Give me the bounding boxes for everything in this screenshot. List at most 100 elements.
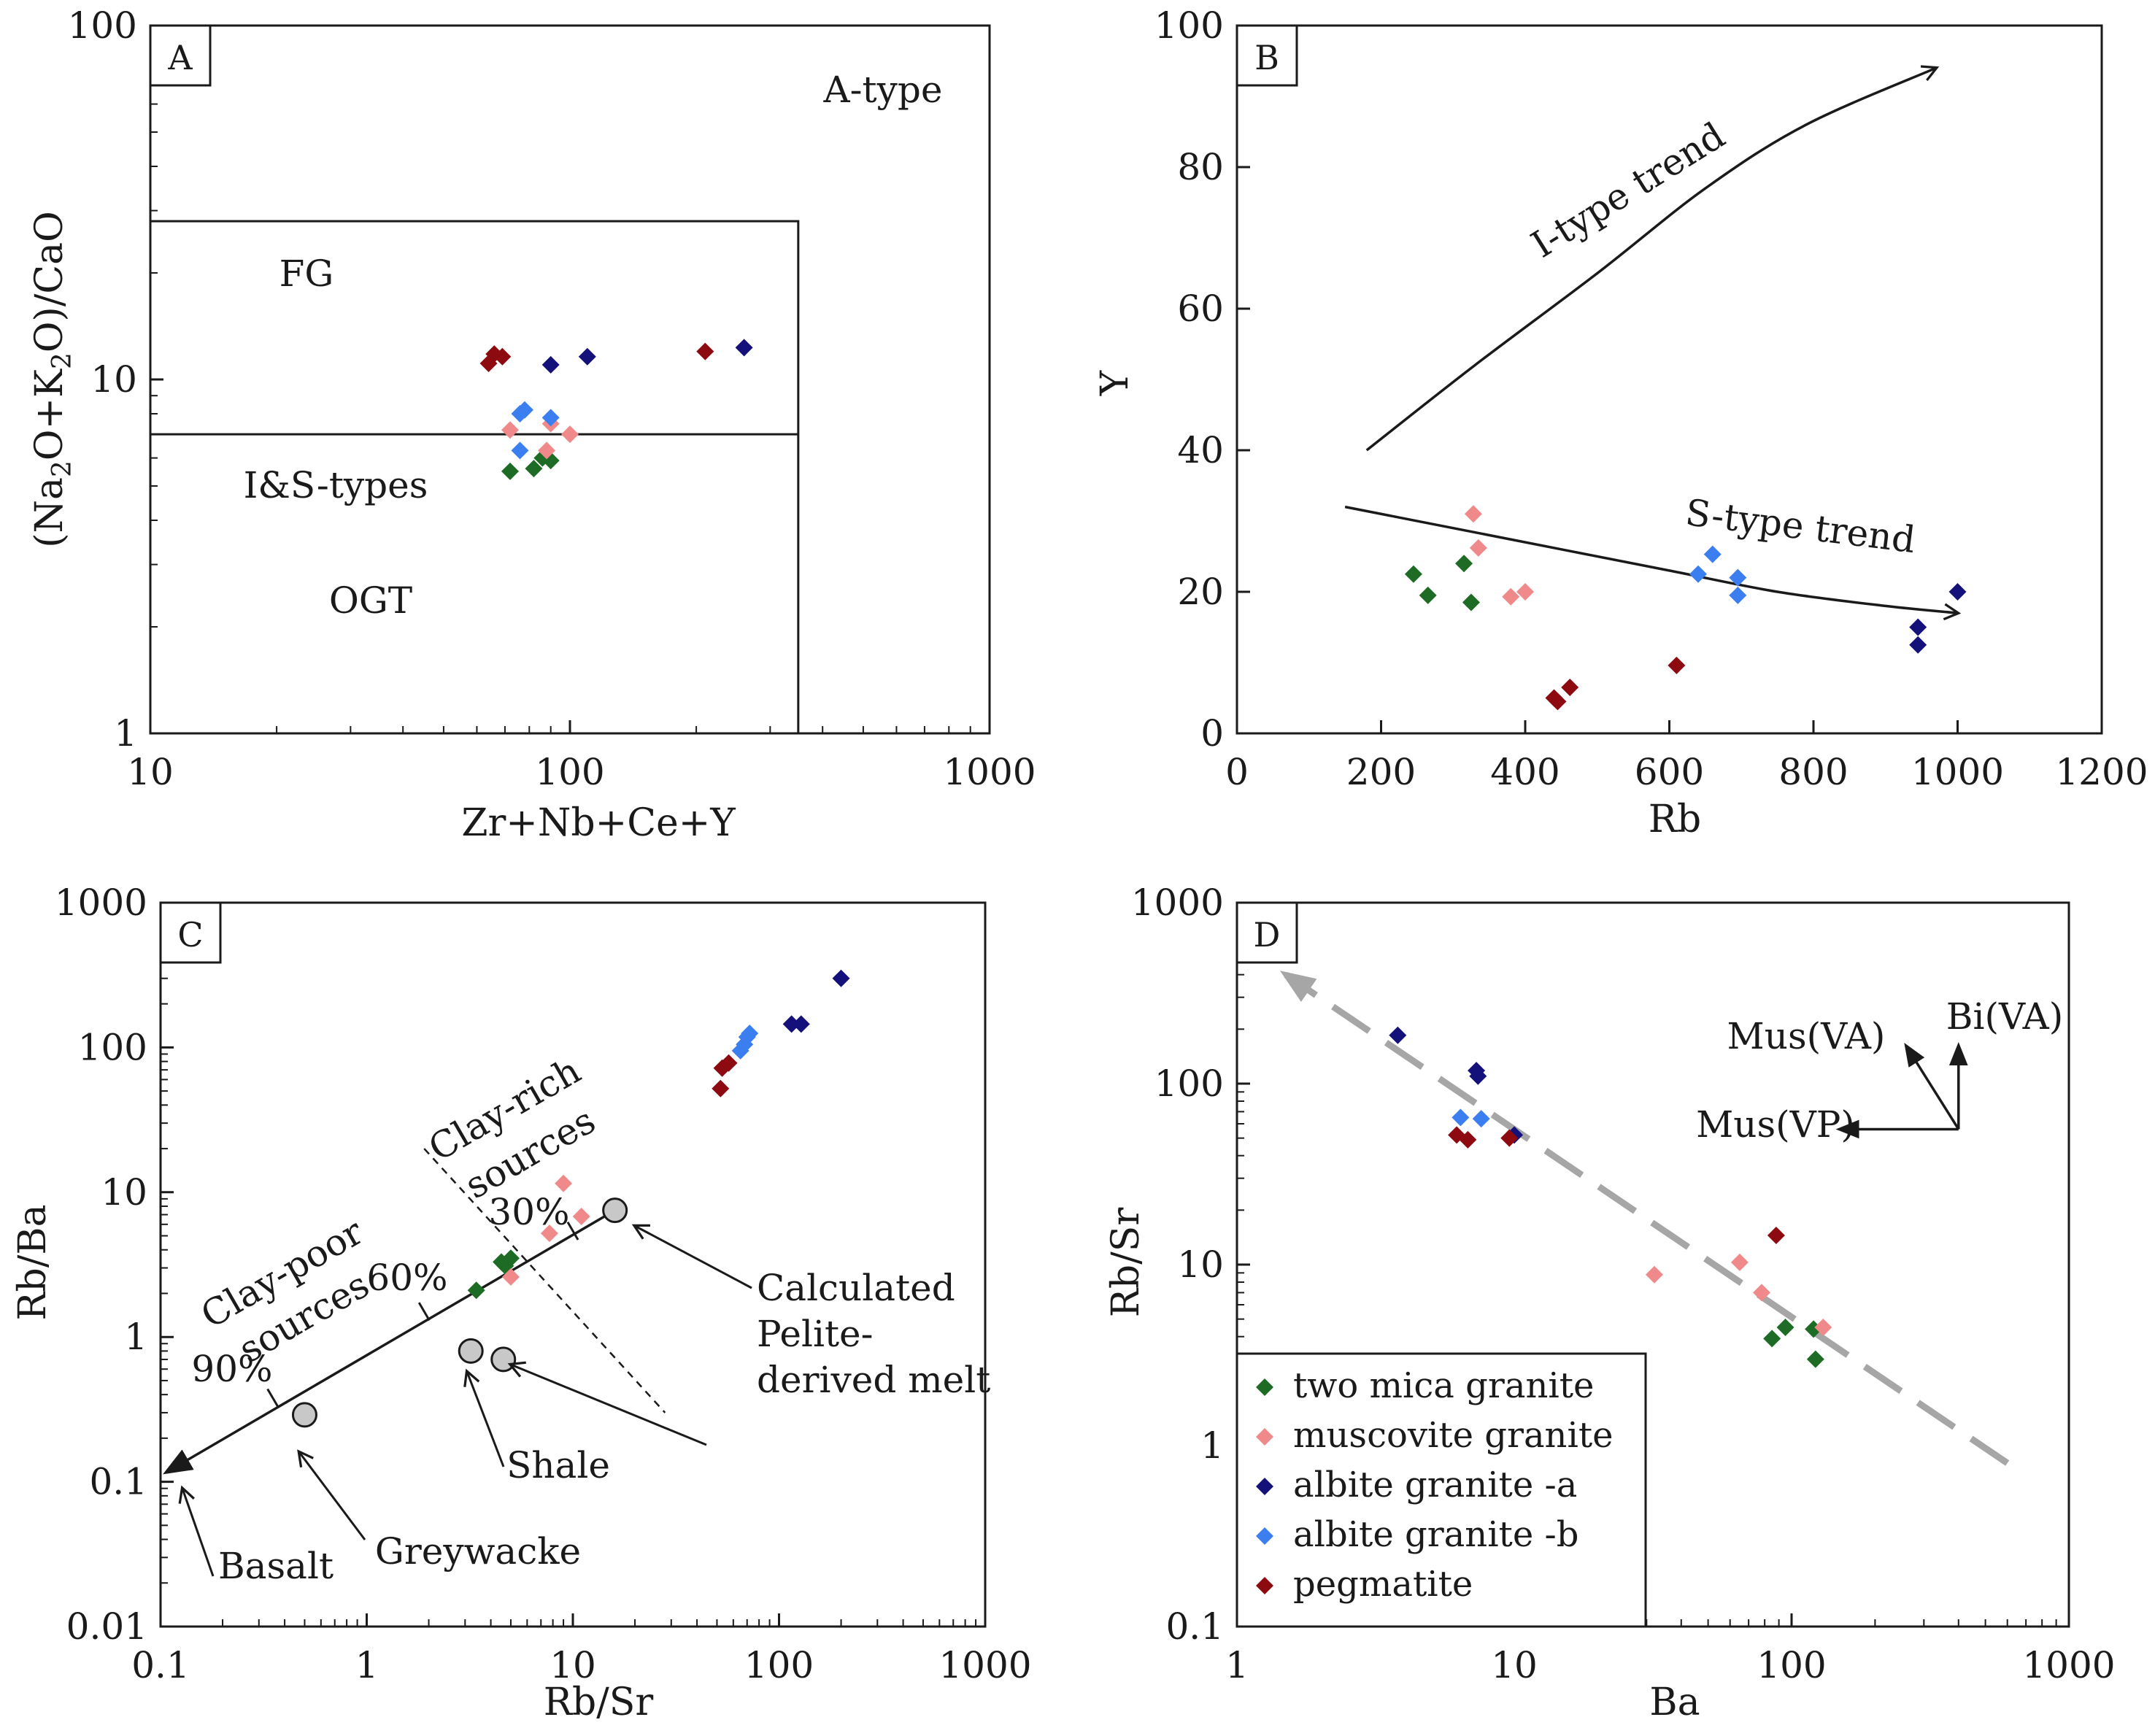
- panel-a-point-albite-a: [735, 339, 753, 357]
- model-point-calculated: [602, 1197, 628, 1224]
- panel-b-point-pegmatite: [1549, 693, 1567, 711]
- legend-box: [1235, 1352, 1647, 1628]
- panel-b-xtick-label: 0: [1225, 751, 1249, 793]
- panel-d-ytick-label: 1: [1200, 1424, 1224, 1467]
- panel-b-ytick-label: 20: [1177, 571, 1224, 613]
- legend-label-pegmatite: pegmatite: [1293, 1564, 1473, 1605]
- legend-marker-albite-a: [1256, 1478, 1273, 1495]
- panel-c-xtick-label: 1: [355, 1644, 379, 1686]
- panel-b-ytick-label: 80: [1177, 146, 1224, 188]
- panel-d-point-albite-b: [1452, 1108, 1470, 1127]
- panel-c-xlabel: Rb/Sr: [544, 1681, 654, 1724]
- s-type-trend-line: [1344, 505, 1962, 621]
- panel-b-point-albite-a: [1909, 636, 1927, 654]
- panel-a-point-muscovite: [561, 425, 579, 444]
- panel-c-ylabel: Rb/Ba: [11, 1204, 55, 1320]
- panel-b-xtick-label: 1200: [2055, 751, 2148, 793]
- panel-c-xtick-label: 0.1: [131, 1644, 190, 1686]
- s-type-trend-label: S-type trend: [1683, 491, 1917, 561]
- panel-a-xtick-label: 100: [535, 751, 604, 793]
- vector-label-mus-va: Mus(VA): [1727, 1015, 1886, 1057]
- panel-c-point-pegmatite: [712, 1079, 730, 1097]
- panel-b-trends: [1344, 65, 1962, 621]
- panel-b-ytick-label: 40: [1177, 429, 1224, 471]
- panel-a-point-albite-b: [511, 441, 529, 460]
- panel-d-ytick-label: 0.1: [1165, 1605, 1224, 1648]
- panel-c-point-muscovite: [501, 1268, 520, 1286]
- shale-pointer-1: [463, 1368, 505, 1467]
- panel-d-point-two-mica: [1776, 1319, 1794, 1337]
- legend-label-muscovite: muscovite granite: [1293, 1415, 1614, 1456]
- field-label-is-types: I&S-types: [244, 464, 428, 506]
- panel-b-xtick-label: 600: [1635, 751, 1704, 793]
- panel-a-point-two-mica: [525, 460, 543, 478]
- panel-d-badge: [1235, 901, 1298, 964]
- panel-c-ytick-label: 0.1: [89, 1461, 147, 1503]
- panel-b-point-muscovite: [1516, 583, 1534, 601]
- panel-b-point-two-mica: [1419, 586, 1437, 604]
- panel-d-point-pegmatite: [1500, 1129, 1519, 1147]
- panel-b-xtick-label: 1000: [1911, 751, 2004, 793]
- panel-b-point-pegmatite: [1561, 678, 1579, 696]
- panel-d-point-pegmatite: [1459, 1130, 1477, 1149]
- panel-b-point-albite-b: [1729, 586, 1747, 604]
- panel-c-point-muscovite: [540, 1224, 558, 1243]
- grey-trend-line: [1279, 971, 2010, 1466]
- panel-d-point-albite-b: [1472, 1110, 1490, 1128]
- panel-a-point-pegmatite: [696, 342, 714, 360]
- panel-b-point-muscovite: [1464, 505, 1482, 523]
- panel-c-point-albite-a: [792, 1015, 810, 1033]
- panel-b-ticks: 0 200 400 600 800 1000 1200 0 20 40 60 80 100: [1154, 4, 2148, 793]
- model-point-shale: [458, 1338, 484, 1364]
- panel-c-ytick-label: 0.01: [66, 1605, 147, 1648]
- legend-label-two-mica: two mica granite: [1293, 1365, 1594, 1406]
- panel-d-xtick-label: 10: [1491, 1644, 1538, 1686]
- model-point-greywacke: [291, 1402, 317, 1428]
- calc-melt-pointer: [631, 1224, 752, 1289]
- panel-a-point-albite-a: [541, 355, 560, 374]
- panel-b-point-albite-b: [1729, 568, 1747, 587]
- panel-a-ytick-label: 100: [68, 4, 137, 47]
- panel-d-points: [1389, 1026, 1832, 1368]
- panel-c-ytick-label: 1000: [55, 881, 147, 924]
- field-label-a-type: A-type: [823, 69, 943, 111]
- panel-c-ytick-label: 1: [124, 1316, 147, 1358]
- panel-d-xtick-label: 100: [1757, 1644, 1826, 1686]
- panel-a-xtick-label: 1000: [943, 751, 1036, 793]
- panel-d-ylabel: Rb/Sr: [1104, 1208, 1148, 1318]
- panel-c-point-albite-a: [832, 969, 850, 987]
- mixing-tick-label-90: 90%: [191, 1348, 272, 1390]
- calc-melt-label-line2: Pelite-: [757, 1313, 874, 1355]
- panel-a-point-albite-b: [515, 401, 533, 419]
- panel-d-trend: [1279, 971, 2010, 1466]
- legend-label-albite-b: albite granite -b: [1293, 1514, 1578, 1555]
- panel-b-xtick-label: 800: [1778, 751, 1848, 793]
- panel-a-point-two-mica: [501, 462, 519, 480]
- mixing-tick-mark: [417, 1302, 431, 1322]
- mixing-tick-mark: [266, 1388, 280, 1408]
- greywacke-label: Greywacke: [375, 1530, 581, 1573]
- greywacke-pointer: [297, 1449, 366, 1540]
- panel-d-point-muscovite: [1645, 1265, 1663, 1284]
- panel-a-ytick-label: 1: [114, 712, 137, 755]
- legend-label-albite-a: albite granite -a: [1293, 1465, 1577, 1505]
- panel-b-ytick-label: 100: [1154, 4, 1224, 47]
- shale-pointer-2: [507, 1361, 707, 1446]
- panel-a-frame: [149, 24, 991, 735]
- panel-c-point-muscovite: [572, 1208, 590, 1226]
- panel-d-point-muscovite: [1814, 1319, 1832, 1337]
- panel-b-xlabel: Rb: [1649, 798, 1701, 841]
- panel-c-point-pegmatite: [720, 1054, 738, 1072]
- panel-a-points: [479, 339, 753, 480]
- panel-b-point-albite-a: [1948, 583, 1967, 601]
- panel-b-xtick-label: 400: [1490, 751, 1560, 793]
- panel-c-points: [467, 969, 850, 1300]
- panel-a-point-muscovite: [501, 421, 519, 439]
- panel-a-ytick-label: 10: [90, 358, 137, 401]
- panel-c-badge: [159, 901, 222, 964]
- panel-c-ytick-label: 10: [101, 1171, 147, 1214]
- panel-a-badge: [149, 24, 212, 87]
